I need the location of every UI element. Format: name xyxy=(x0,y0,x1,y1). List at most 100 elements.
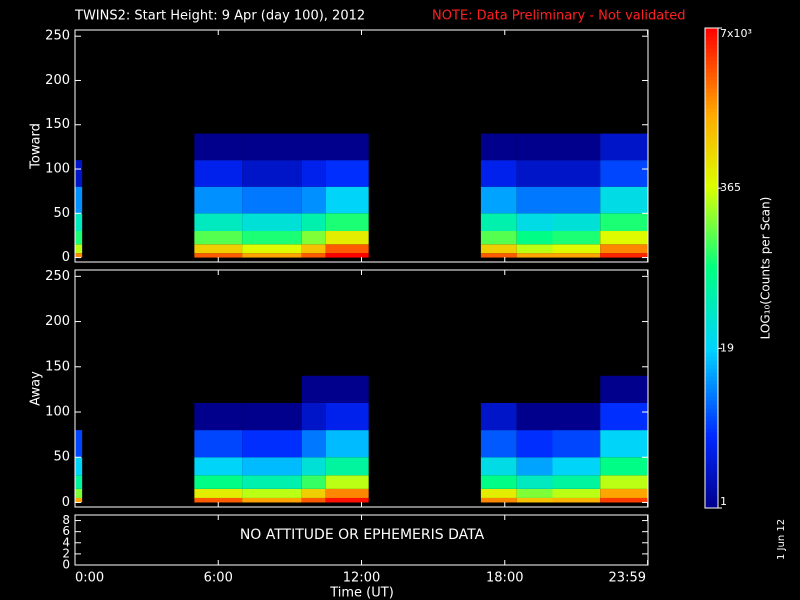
y-tick-label: 0 xyxy=(62,250,70,265)
heatmap-cell xyxy=(325,457,369,476)
colorbar-swatch xyxy=(705,124,718,129)
heatmap-cell xyxy=(480,133,517,161)
heatmap-cell xyxy=(516,457,553,476)
heatmap-cell xyxy=(552,231,601,245)
heatmap-cell xyxy=(325,186,369,214)
heatmap-cell xyxy=(325,402,369,431)
heatmap-cell xyxy=(301,457,326,476)
heatmap-cell xyxy=(75,457,83,476)
colorbar-swatch xyxy=(705,192,718,197)
heatmap-cell xyxy=(516,160,553,187)
heatmap-cell xyxy=(75,160,83,187)
heatmap-cell xyxy=(325,244,369,254)
colorbar-swatch xyxy=(705,80,718,85)
x-tick-label: 0:00 xyxy=(75,571,104,586)
colorbar-swatch xyxy=(705,284,718,289)
colorbar-tick-label: 7x10³ xyxy=(720,27,752,40)
colorbar-swatch xyxy=(705,348,718,353)
heatmap-cell xyxy=(75,231,83,245)
y-tick-label: 2 xyxy=(62,546,70,560)
heatmap-cell xyxy=(194,430,243,458)
colorbar-swatch xyxy=(705,444,718,449)
colorbar-tick-label: 1 xyxy=(720,495,727,508)
y-tick-label: 250 xyxy=(45,269,70,284)
heatmap-cell xyxy=(516,186,553,214)
heatmap-cell xyxy=(75,497,83,503)
heatmap-cell xyxy=(301,186,326,214)
heatmap-cell xyxy=(325,133,369,161)
colorbar-swatch xyxy=(705,452,718,457)
heatmap-cell xyxy=(516,213,553,232)
y-tick-label: 4 xyxy=(62,535,70,549)
colorbar-swatch xyxy=(705,504,718,509)
heatmap-cell xyxy=(194,213,243,232)
colorbar-swatch xyxy=(705,316,718,321)
colorbar-swatch xyxy=(705,376,718,381)
colorbar-swatch xyxy=(705,156,718,161)
colorbar-swatch xyxy=(705,168,718,173)
colorbar-swatch xyxy=(705,176,718,181)
heatmap-cell xyxy=(325,375,369,403)
heatmap-cell xyxy=(600,231,648,245)
colorbar-swatch xyxy=(705,260,718,265)
heatmap-cell xyxy=(194,244,243,254)
heatmap-cell xyxy=(600,244,648,254)
heatmap-cell xyxy=(242,160,302,187)
colorbar-swatch xyxy=(705,180,718,185)
heatmap-cell xyxy=(194,133,243,161)
colorbar-swatch xyxy=(705,292,718,297)
y-tick-label: 200 xyxy=(45,314,70,329)
colorbar-swatch xyxy=(705,256,718,261)
heatmap-cell xyxy=(242,186,302,214)
y-tick-label: 8 xyxy=(62,513,70,527)
heatmap-cell xyxy=(552,186,601,214)
x-axis-label: Time (UT) xyxy=(329,586,394,600)
colorbar-swatch xyxy=(705,84,718,89)
colorbar-swatch xyxy=(705,216,718,221)
colorbar-swatch xyxy=(705,200,718,205)
colorbar-swatch xyxy=(705,112,718,117)
heatmap-cell xyxy=(552,430,601,458)
heatmap-cell xyxy=(242,488,302,498)
colorbar-swatch xyxy=(705,340,718,345)
heatmap-cell xyxy=(600,402,648,431)
heatmap-cell xyxy=(325,497,369,503)
colorbar-swatch xyxy=(705,372,718,377)
colorbar-swatch xyxy=(705,436,718,441)
heatmap-cell xyxy=(552,160,601,187)
heatmap-cell xyxy=(301,244,326,254)
x-tick-label: 12:00 xyxy=(343,571,380,586)
heatmap-cell xyxy=(194,231,243,245)
heatmap-cell xyxy=(242,457,302,476)
heatmap-cell xyxy=(516,133,553,161)
heatmap-cell xyxy=(516,244,553,254)
colorbar-swatch xyxy=(705,264,718,269)
heatmap-cell xyxy=(480,253,517,258)
colorbar-swatch xyxy=(705,236,718,241)
colorbar-swatch xyxy=(705,28,718,33)
heatmap-cell xyxy=(600,253,648,258)
colorbar-swatch xyxy=(705,416,718,421)
heatmap-cell xyxy=(480,244,517,254)
heatmap-cell xyxy=(600,497,648,503)
colorbar-swatch xyxy=(705,288,718,293)
colorbar-swatch xyxy=(705,396,718,401)
colorbar-swatch xyxy=(705,424,718,429)
heatmap-cell xyxy=(480,160,517,187)
colorbar-swatch xyxy=(705,172,718,177)
colorbar-swatch xyxy=(705,472,718,477)
heatmap-cell xyxy=(480,186,517,214)
y-tick-label: 150 xyxy=(45,117,70,132)
colorbar-swatch xyxy=(705,404,718,409)
heatmap-cell xyxy=(194,497,243,503)
colorbar-swatch xyxy=(705,212,718,217)
heatmap-cell xyxy=(600,186,648,214)
heatmap-cell xyxy=(552,488,601,498)
heatmap-cell xyxy=(516,402,553,431)
note: NOTE: Data Preliminary - Not validated xyxy=(432,9,686,24)
colorbar-swatch xyxy=(705,392,718,397)
colorbar-swatch xyxy=(705,240,718,245)
heatmap-cell xyxy=(552,133,601,161)
heatmap-cell xyxy=(194,488,243,498)
